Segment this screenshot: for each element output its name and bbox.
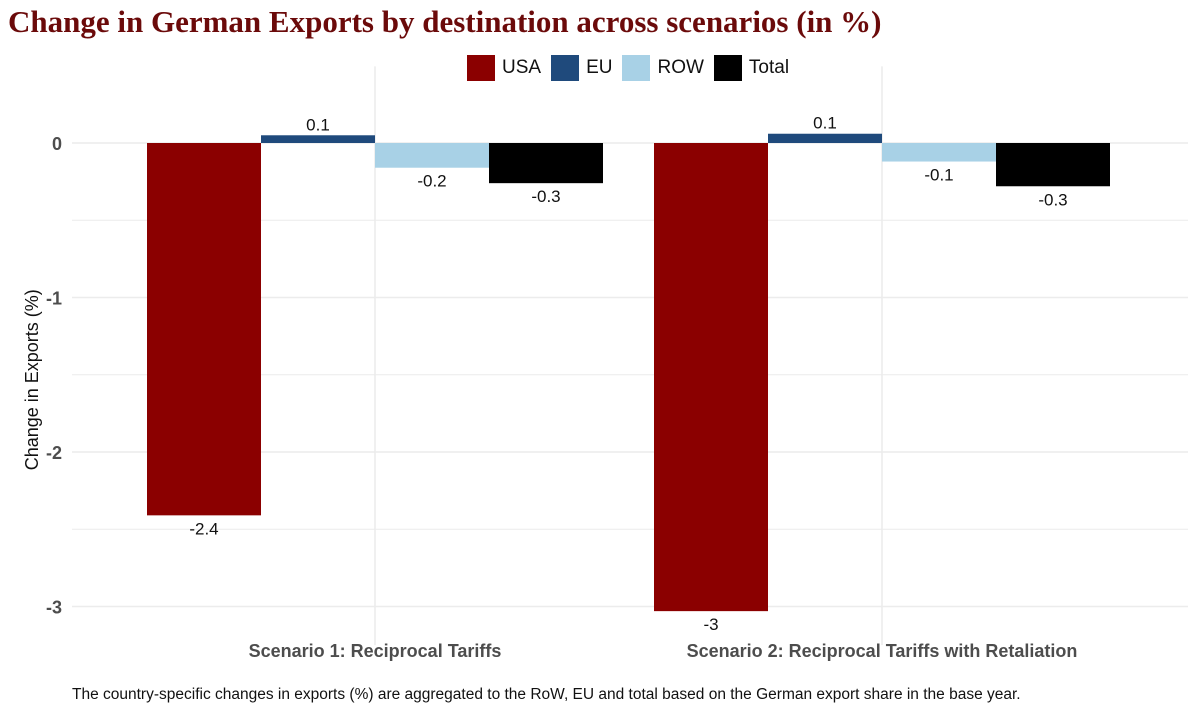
bar-eu [768,133,882,143]
x-tick-label: Scenario 1: Reciprocal Tariffs [249,641,502,661]
bar-row [882,143,996,162]
data-label: -0.2 [417,172,446,191]
bar-usa [654,143,768,612]
data-label: -0.1 [924,166,953,185]
legend-swatch-eu [551,55,580,81]
legend: USA EU ROW Total [467,55,799,81]
legend-label-total: Total [748,57,790,78]
legend-item-usa: USA [467,55,541,81]
legend-swatch-usa [467,55,495,81]
data-label: -0.3 [531,187,560,206]
bar-usa [147,143,261,516]
legend-label-row: ROW [657,57,704,78]
legend-item-eu: EU [551,55,612,81]
y-tick-label: -3 [46,598,62,618]
bar-total [489,143,603,184]
data-label: -3 [703,615,718,634]
x-tick-label: Scenario 2: Reciprocal Tariffs with Reta… [687,641,1078,661]
bar-chart: 0 -1 -2 -3 -2.4 0.1 -0.2 -0.3 Scenario 1: Recipr… [22,66,1188,661]
bar-total [996,143,1110,187]
legend-swatch-total [713,55,742,81]
legend-swatch-row [622,55,651,81]
y-tick-label: -1 [46,289,62,309]
y-axis-title: Change in Exports (%) [22,289,42,470]
data-label: -2.4 [189,519,218,538]
data-label: -0.3 [1038,190,1067,209]
legend-label-eu: EU [586,57,613,78]
y-tick-label: -2 [46,443,62,463]
legend-label-usa: USA [502,57,542,78]
chart-title: Change in German Exports by destination … [8,4,882,39]
footnote: The country-specific changes in exports … [72,686,1021,703]
bar-row [375,143,489,168]
legend-item-row: ROW [622,55,704,81]
legend-item-total: Total [713,55,790,81]
bar-eu [261,135,375,143]
data-label: 0.1 [813,114,837,133]
data-label: 0.1 [306,115,330,134]
y-tick-label: 0 [52,134,62,154]
